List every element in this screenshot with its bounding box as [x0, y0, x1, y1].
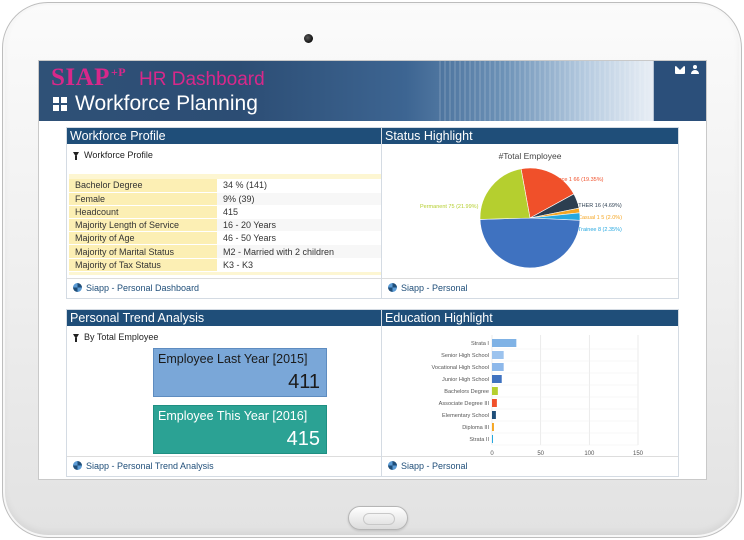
app-screen: SIAP+P HR Dashboard Workforce Planning W…: [38, 60, 707, 480]
page-title: Workforce Planning: [75, 92, 258, 115]
profile-key: Majority of Marital Status: [69, 244, 217, 259]
panel-footer-link[interactable]: Siapp - Personal: [382, 456, 678, 476]
profile-key: Female: [69, 192, 217, 206]
workforce-profile-panel: Workforce Profile Workforce Profile Bach…: [66, 127, 392, 299]
pie-slice[interactable]: [479, 168, 531, 220]
education-bar[interactable]: [492, 411, 496, 419]
pie-slice-label: Casual 1 5 (2.0%): [578, 215, 622, 221]
filter-row[interactable]: Workforce Profile: [67, 144, 391, 160]
profile-key: Headcount: [69, 205, 217, 220]
panel-title: Status Highlight: [382, 128, 678, 144]
profile-key: Bachelor Degree: [69, 179, 217, 193]
category-label: Strata I: [471, 341, 489, 347]
pie-slice[interactable]: [479, 217, 581, 269]
x-tick-label: 150: [633, 451, 644, 457]
category-label: Senior High School: [441, 353, 489, 359]
employee-last-year-card[interactable]: Employee Last Year [2015] 411: [153, 348, 327, 397]
category-label: Elementary School: [442, 413, 489, 419]
profile-value: K3 - K3: [217, 258, 389, 272]
category-label: Diploma III: [462, 425, 489, 431]
education-highlight-panel: Education Highlight 0 50 100 150 Strata I Sen…: [381, 309, 679, 477]
profile-value: 34 % (141): [217, 179, 389, 193]
panel-title: Personal Trend Analysis: [67, 310, 391, 326]
profile-row: Majority of Tax Status K3 - K3: [69, 258, 389, 272]
status-pie-chart: #Total Employee Outsource 1 66 (19.35%) OT…: [420, 151, 622, 269]
pie-slice-label: Outsource 1 66 (19.35%): [542, 177, 604, 183]
siapp-icon: [388, 461, 397, 470]
table-top-strip: [69, 174, 389, 179]
category-label: Bachelors Degree: [444, 389, 489, 395]
mail-icon[interactable]: [675, 66, 685, 74]
x-tick-label: 0: [490, 451, 494, 457]
profile-value: 46 - 50 Years: [217, 231, 389, 246]
status-highlight-panel: Status Highlight #Total Employee Outsourc…: [381, 127, 679, 299]
filter-icon: [73, 334, 79, 342]
profile-value: 415: [217, 205, 389, 220]
category-label: Associate Degree III: [439, 401, 490, 407]
home-button[interactable]: [348, 506, 408, 530]
profile-key: Majority Length of Service: [69, 218, 217, 233]
siapp-icon: [73, 461, 82, 470]
pie-title: #Total Employee: [499, 151, 562, 161]
panel-title: Workforce Profile: [67, 128, 391, 144]
app-header: SIAP+P HR Dashboard Workforce Planning: [39, 61, 706, 121]
grid-menu-icon[interactable]: [53, 97, 67, 111]
x-tick-label: 50: [537, 451, 544, 457]
profile-value: 9% (39): [217, 192, 389, 206]
education-bar[interactable]: [492, 423, 494, 431]
pie-slice-label: Permanent 75 (21.99%): [420, 204, 479, 210]
card-label: Employee Last Year [2015]: [158, 352, 308, 366]
education-bar[interactable]: [492, 435, 493, 443]
siapp-icon: [73, 283, 82, 292]
profile-value: 16 - 20 Years: [217, 218, 389, 233]
profile-row: Bachelor Degree 34 % (141): [69, 179, 389, 193]
panel-footer-link[interactable]: Siapp - Personal Dashboard: [67, 278, 391, 298]
card-value: 415: [286, 428, 320, 450]
panel-footer-link[interactable]: Siapp - Personal: [382, 278, 678, 298]
table-bottom-strip: [69, 272, 389, 275]
panel-title: Education Highlight: [382, 310, 678, 326]
education-bar[interactable]: [492, 363, 504, 371]
employee-this-year-card[interactable]: Employee This Year [2016] 415: [153, 405, 327, 454]
education-bar[interactable]: [492, 375, 502, 383]
header-subtitle: HR Dashboard: [139, 69, 265, 90]
category-label: Junior High School: [442, 377, 489, 383]
education-bar[interactable]: [492, 387, 498, 395]
card-label: Employee This Year [2016]: [158, 409, 308, 423]
profile-row: Female 9% (39): [69, 192, 389, 206]
profile-row: Majority of Marital Status M2 - Married w…: [69, 244, 389, 259]
pie-slice-label: OTHER 16 (4.69%): [574, 203, 622, 209]
profile-row: Majority Length of Service 16 - 20 Years: [69, 218, 389, 233]
header-decoration: [439, 61, 649, 121]
category-label: Vocational High School: [431, 365, 489, 371]
x-tick-label: 100: [584, 451, 595, 457]
filter-icon: [73, 152, 79, 160]
education-bar[interactable]: [492, 351, 504, 359]
pie-slice[interactable]: [520, 167, 575, 219]
panel-footer-link[interactable]: Siapp - Personal Trend Analysis: [67, 456, 391, 476]
profile-row: Headcount 415: [69, 205, 389, 220]
profile-key: Majority of Age: [69, 231, 217, 246]
profile-row: Majority of Age 46 - 50 Years: [69, 231, 389, 246]
education-bar[interactable]: [492, 399, 497, 407]
education-bar[interactable]: [492, 339, 517, 347]
camera-lens: [304, 34, 313, 43]
pie-slice-label: Trainee 8 (2.35%): [578, 227, 622, 233]
profile-value: M2 - Married with 2 children: [217, 244, 389, 259]
personal-trend-panel: Personal Trend Analysis By Total Employe…: [66, 309, 392, 477]
siap-logo: SIAP+P: [51, 64, 127, 91]
education-bar-chart: 0 50 100 150 Strata I Senior High School Vocat…: [431, 335, 644, 457]
filter-row[interactable]: By Total Employee: [67, 326, 391, 342]
profile-key: Majority of Tax Status: [69, 258, 217, 272]
user-icon[interactable]: [690, 65, 700, 75]
category-label: Strata II: [469, 437, 489, 443]
card-value: 411: [288, 371, 320, 393]
workforce-profile-table: Bachelor Degree 34 % (141) Female 9% (39) He…: [69, 179, 389, 272]
siapp-icon: [388, 283, 397, 292]
